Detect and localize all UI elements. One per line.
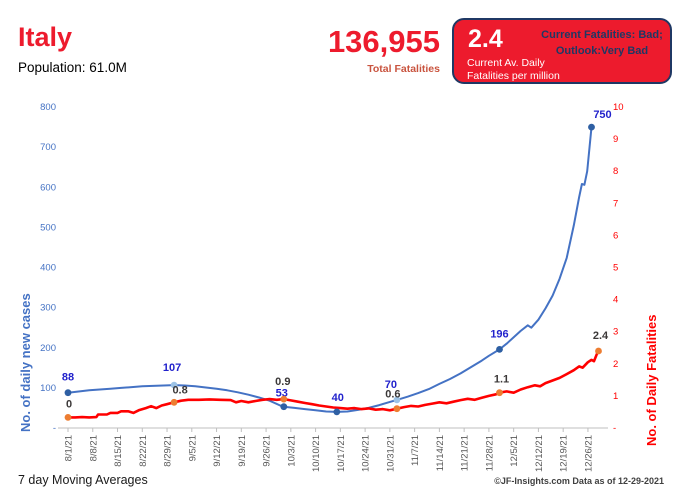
cases-marker (496, 346, 503, 353)
data-label: 196 (490, 328, 508, 340)
x-axis-label: 11/7/21 (410, 435, 421, 466)
x-axis-label: 10/31/21 (385, 435, 396, 472)
x-axis-label: 10/17/21 (336, 435, 347, 472)
x-axis-label: 8/29/21 (163, 435, 174, 467)
cases-line (67, 126, 593, 413)
avg-daily-fatalities-caption-line2: Fatalities per million (467, 70, 560, 82)
cases-marker (588, 123, 595, 131)
population-label: Population: 61.0M (18, 60, 127, 75)
x-axis-label: 11/21/21 (460, 435, 471, 471)
x-axis-label: 8/8/21 (88, 435, 99, 461)
moving-average-note: 7 day Moving Averages (18, 473, 148, 487)
x-axis-label: 9/5/21 (187, 435, 198, 461)
x-axis-label: 8/15/21 (113, 435, 124, 467)
left-axis-tick-label: 400 (40, 263, 56, 274)
data-label: 107 (163, 362, 181, 374)
right-axis-tick-label: 2 (613, 359, 618, 370)
left-axis-tick-label: 700 (40, 142, 56, 153)
left-axis-tick-label: 300 (40, 303, 56, 314)
x-axis-label: 12/26/21 (583, 435, 594, 472)
data-label: 0 (66, 398, 72, 410)
right-axis-tick-label: 9 (613, 134, 618, 145)
data-label: 0.6 (385, 389, 400, 401)
avg-daily-fatalities-caption-line1: Current Av. Daily (467, 57, 545, 69)
cases-marker (333, 408, 341, 416)
x-axis-label: 10/10/21 (311, 435, 322, 472)
fatalities-marker (170, 398, 178, 406)
avg-daily-fatalities-value: 2.4 (468, 25, 503, 53)
x-axis-label: 12/5/21 (509, 435, 520, 467)
total-fatalities-label: Total Fatalities (367, 63, 440, 75)
fatalities-marker (393, 405, 401, 413)
right-axis-tick-label: 1 (613, 391, 618, 402)
country-title: Italy (18, 22, 73, 52)
data-label: 1.1 (494, 374, 509, 386)
x-axis-label: 10/3/21 (286, 435, 297, 467)
cases-marker (393, 396, 401, 404)
right-axis-title: No. of Daily Fatalities (644, 315, 659, 446)
x-axis-label: 11/14/21 (435, 435, 446, 471)
fatalities-assessment: Current Fatalities: Bad; Outlook:Very Ba… (538, 28, 666, 60)
right-axis-tick-label: - (613, 423, 616, 434)
fatalities-marker (595, 347, 602, 355)
total-fatalities-block: 136,955 Total Fatalities (290, 26, 440, 75)
copyright-label: ©JF-Insights.com Data as of 12-29-2021 (494, 476, 664, 486)
x-axis-label: 8/22/21 (138, 435, 149, 467)
fatalities-line (66, 349, 600, 419)
cases-marker (280, 403, 288, 411)
right-axis-tick-label: 10 (613, 102, 624, 113)
x-axis-label: 9/19/21 (237, 435, 248, 467)
x-axis-label: 10/24/21 (361, 435, 372, 472)
cases-marker (64, 389, 72, 397)
left-axis-title: No. of daily new cases (18, 293, 33, 432)
status-box: 2.4 Current Av. Daily Fatalities per mil… (452, 18, 672, 84)
right-axis-tick-label: 7 (613, 198, 618, 209)
fatalities-marker (496, 389, 503, 397)
left-axis-tick-label: 500 (40, 222, 56, 233)
assessment-line2: Outlook:Very Bad (555, 44, 649, 57)
fatalities-marker (280, 395, 288, 403)
x-axis-label: 12/19/21 (559, 435, 570, 472)
x-axis-label: 8/1/21 (64, 435, 75, 461)
total-fatalities-value: 136,955 (327, 24, 440, 59)
data-label: 2.4 (593, 330, 609, 342)
left-axis-tick-label: 800 (40, 102, 56, 113)
data-label: 750 (593, 109, 611, 121)
data-label: 0.8 (172, 384, 187, 396)
x-axis-label: 9/12/21 (212, 435, 223, 467)
right-axis-tick-label: 3 (613, 327, 618, 338)
data-label: 88 (62, 372, 74, 384)
left-axis-tick-label: - (53, 423, 56, 434)
x-axis-label: 11/28/21 (484, 435, 495, 471)
fatalities-marker (64, 414, 72, 421)
right-axis-tick-label: 6 (613, 230, 618, 241)
assessment-line1: Current Fatalities: Bad; (541, 29, 663, 41)
left-axis-tick-label: 100 (40, 383, 56, 394)
right-axis-tick-label: 8 (613, 166, 618, 177)
cases-marker (170, 381, 178, 389)
data-label: 70 (385, 379, 397, 391)
x-axis-label: 9/26/21 (262, 435, 273, 467)
x-axis-label: 12/12/21 (534, 435, 545, 472)
left-axis-tick-label: 600 (40, 182, 56, 193)
data-label: 0.9 (275, 376, 290, 388)
data-label: 40 (332, 392, 344, 404)
right-axis-tick-label: 4 (613, 295, 618, 306)
right-axis-tick-label: 5 (613, 263, 618, 274)
left-axis-tick-label: 200 (40, 343, 56, 354)
